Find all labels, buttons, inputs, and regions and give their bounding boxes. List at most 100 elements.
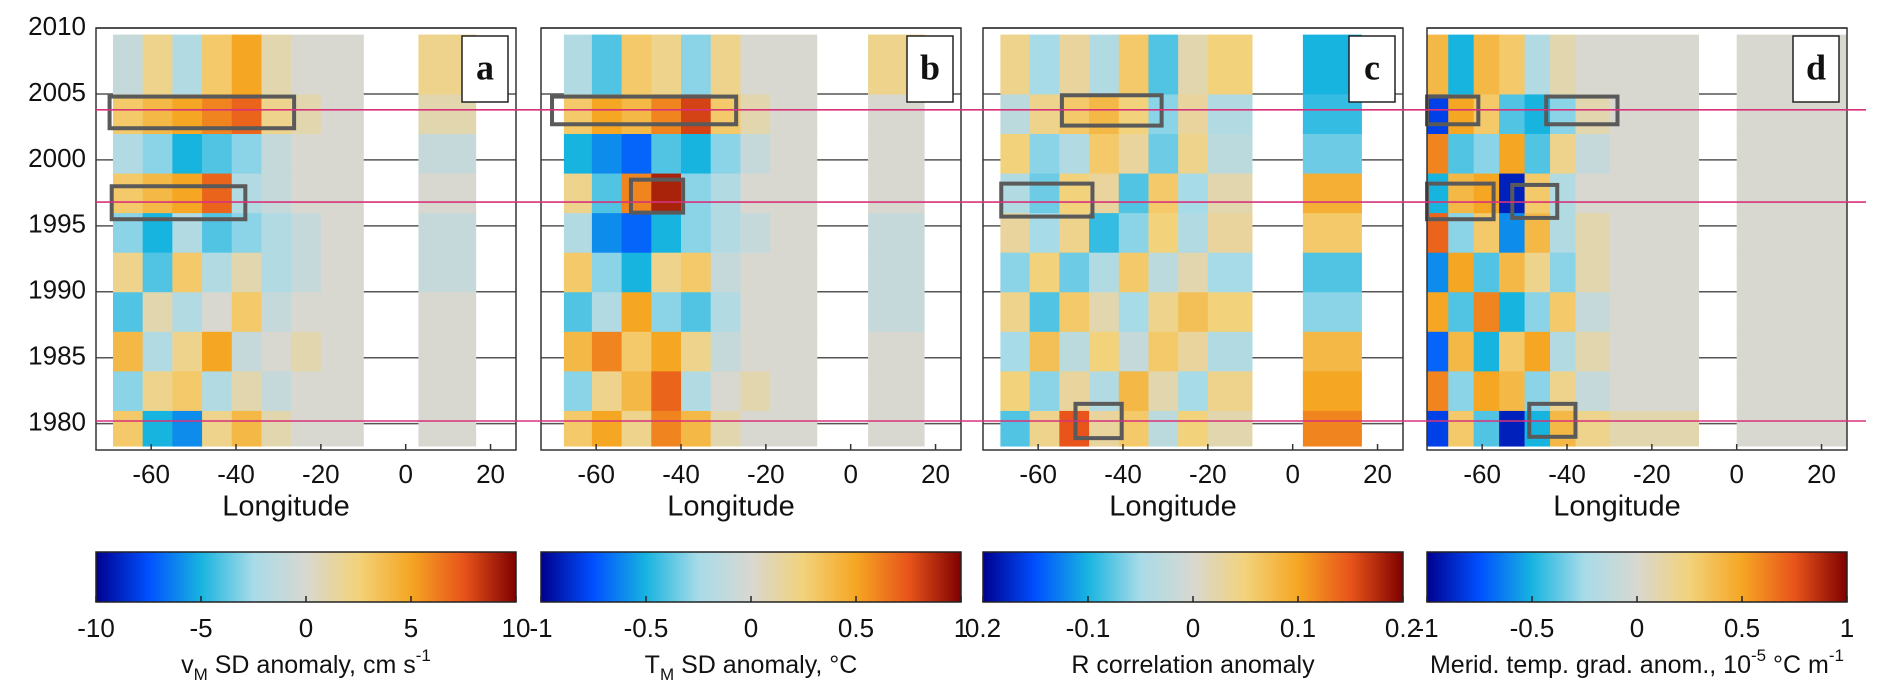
heatmap-cell bbox=[1524, 133, 1551, 174]
panel-label-box bbox=[1348, 35, 1396, 103]
heatmap-cell bbox=[1736, 370, 1847, 411]
heatmap-cell bbox=[1524, 291, 1551, 332]
heatmap-cell bbox=[1118, 291, 1149, 332]
colorbar-tick-label: -1 bbox=[529, 613, 552, 643]
heatmap-cell bbox=[1473, 34, 1500, 95]
heatmap-cell bbox=[1148, 173, 1179, 214]
x-tick-label: -20 bbox=[1189, 459, 1227, 489]
heatmap-cell bbox=[1575, 173, 1610, 214]
heatmap-cell bbox=[1524, 34, 1551, 95]
heatmap-cell bbox=[1427, 370, 1449, 411]
plot-frame bbox=[95, 27, 517, 451]
heatmap-cell bbox=[710, 370, 741, 411]
heatmap-cell bbox=[1524, 331, 1551, 372]
heatmap-cell bbox=[1736, 410, 1847, 447]
x-tick-label: -60 bbox=[577, 459, 615, 489]
heatmap-cell bbox=[868, 331, 925, 372]
label-text: °C m bbox=[1766, 651, 1829, 679]
heatmap-cell bbox=[1609, 93, 1700, 134]
heatmap-cell bbox=[621, 331, 652, 372]
heatmap-cell bbox=[112, 133, 144, 174]
y-tick-label: 2010 bbox=[28, 11, 86, 41]
heatmap-cell bbox=[231, 331, 262, 372]
heatmap-cell bbox=[112, 331, 144, 372]
heatmap-cell bbox=[261, 133, 292, 174]
heatmap-cell bbox=[868, 291, 925, 332]
x-tick-label: -40 bbox=[1548, 459, 1586, 489]
heatmap-cell bbox=[142, 331, 173, 372]
heatmap-cell bbox=[1000, 93, 1031, 134]
heatmap bbox=[1427, 34, 1847, 447]
heatmap-cell bbox=[1473, 410, 1500, 447]
heatmap-cell bbox=[291, 34, 322, 95]
colorbar bbox=[1426, 551, 1848, 603]
heatmap-cell bbox=[1148, 34, 1179, 95]
heatmap-cell bbox=[142, 410, 173, 447]
heatmap-cell bbox=[261, 410, 292, 447]
label-text: Merid. temp. grad. anom., 10 bbox=[1430, 651, 1751, 679]
heatmap-cell bbox=[291, 410, 322, 447]
heatmap-cell bbox=[418, 212, 477, 253]
heatmap-cell bbox=[740, 133, 771, 174]
heatmap-cell bbox=[1524, 173, 1551, 214]
heatmap-cell bbox=[1148, 133, 1179, 174]
label-text: SD anomaly, cm s bbox=[208, 651, 416, 679]
heatmap-cell bbox=[1575, 34, 1610, 95]
heatmap-cell bbox=[740, 370, 771, 411]
heatmap-cell bbox=[1550, 93, 1576, 134]
heatmap-cell bbox=[1609, 410, 1700, 447]
heatmap-cell bbox=[291, 291, 322, 332]
colorbar-tick-label: 0 bbox=[1186, 613, 1200, 643]
heatmap-cell bbox=[1427, 133, 1449, 174]
heatmap-cell bbox=[172, 173, 203, 214]
heatmap-cell bbox=[1302, 173, 1362, 214]
x-axis-label: Longitude bbox=[1109, 491, 1236, 523]
heatmap-cell bbox=[1550, 133, 1576, 174]
heatmap-cell bbox=[710, 173, 741, 214]
heatmap-cell bbox=[770, 370, 818, 411]
heatmap-cell bbox=[710, 331, 741, 372]
heatmap-cell bbox=[1029, 252, 1060, 293]
heatmap-cell bbox=[172, 370, 203, 411]
heatmap-cell bbox=[1178, 93, 1209, 134]
heatmap-cell bbox=[740, 93, 771, 134]
colorbar-tick-label: 1 bbox=[954, 613, 968, 643]
heatmap-cell bbox=[320, 370, 364, 411]
heatmap-cell bbox=[1575, 410, 1610, 447]
heatmap-cell bbox=[202, 291, 233, 332]
heatmap-cell bbox=[320, 133, 364, 174]
panel-label: c bbox=[1364, 47, 1380, 87]
x-tick-label: -20 bbox=[747, 459, 785, 489]
heatmap-cell bbox=[1736, 291, 1847, 332]
heatmap-cell bbox=[1609, 34, 1700, 95]
heatmap-cell bbox=[681, 410, 712, 447]
heatmap-cell bbox=[1550, 291, 1576, 332]
heatmap-cell bbox=[681, 34, 712, 95]
heatmap-cell bbox=[202, 252, 233, 293]
heatmap-cell bbox=[563, 331, 593, 372]
x-tick-label: -20 bbox=[1633, 459, 1671, 489]
heatmap-cell bbox=[291, 331, 322, 372]
heatmap-cell bbox=[112, 34, 144, 95]
heatmap-cell bbox=[172, 410, 203, 447]
x-tick-label: -60 bbox=[1019, 459, 1057, 489]
label-subscript: M bbox=[194, 665, 208, 684]
heatmap-cell bbox=[770, 133, 818, 174]
heatmap-cell bbox=[112, 410, 144, 447]
heatmap-cell bbox=[710, 410, 741, 447]
colorbar-tick-label: -0.5 bbox=[1510, 613, 1555, 643]
heatmap-cell bbox=[1000, 133, 1031, 174]
heatmap-cell bbox=[320, 291, 364, 332]
colorbar-tick-label: 0.1 bbox=[1280, 613, 1316, 643]
heatmap-cell bbox=[1148, 291, 1179, 332]
colorbar-label: vM SD anomaly, cm s-1 bbox=[181, 646, 431, 684]
heatmap-cell bbox=[651, 133, 682, 174]
heatmap-cell bbox=[1207, 331, 1253, 372]
heatmap-cell bbox=[1473, 173, 1500, 214]
x-tick-label: -60 bbox=[1463, 459, 1501, 489]
heatmap-cell bbox=[651, 370, 682, 411]
heatmap-cell bbox=[112, 291, 144, 332]
x-tick-label: 0 bbox=[843, 459, 857, 489]
heatmap-cell bbox=[563, 410, 593, 447]
heatmap-cell bbox=[681, 291, 712, 332]
